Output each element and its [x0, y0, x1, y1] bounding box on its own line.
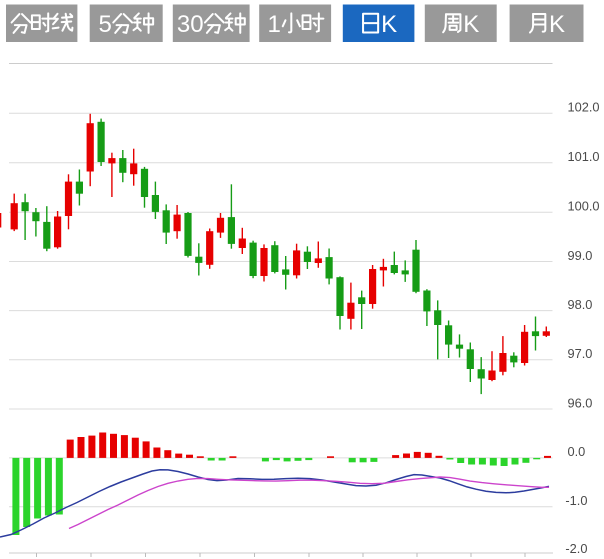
svg-text:5: 5: [99, 11, 112, 38]
svg-text:30: 30: [177, 11, 204, 38]
svg-text:-1.0: -1.0: [565, 493, 587, 508]
svg-text:K: K: [549, 11, 565, 38]
svg-text:99.0: 99.0: [568, 248, 593, 263]
svg-text:-2.0: -2.0: [565, 541, 587, 556]
svg-text:100.0: 100.0: [568, 199, 600, 214]
svg-text:98.0: 98.0: [568, 297, 593, 312]
svg-text:102.0: 102.0: [568, 100, 600, 115]
svg-text:K: K: [463, 11, 479, 38]
svg-text:K: K: [381, 11, 397, 38]
svg-text:0.0: 0.0: [568, 444, 586, 459]
svg-text:97.0: 97.0: [568, 346, 593, 361]
svg-text:101.0: 101.0: [568, 149, 600, 164]
svg-text:96.0: 96.0: [568, 395, 593, 410]
svg-text:1: 1: [267, 11, 280, 38]
